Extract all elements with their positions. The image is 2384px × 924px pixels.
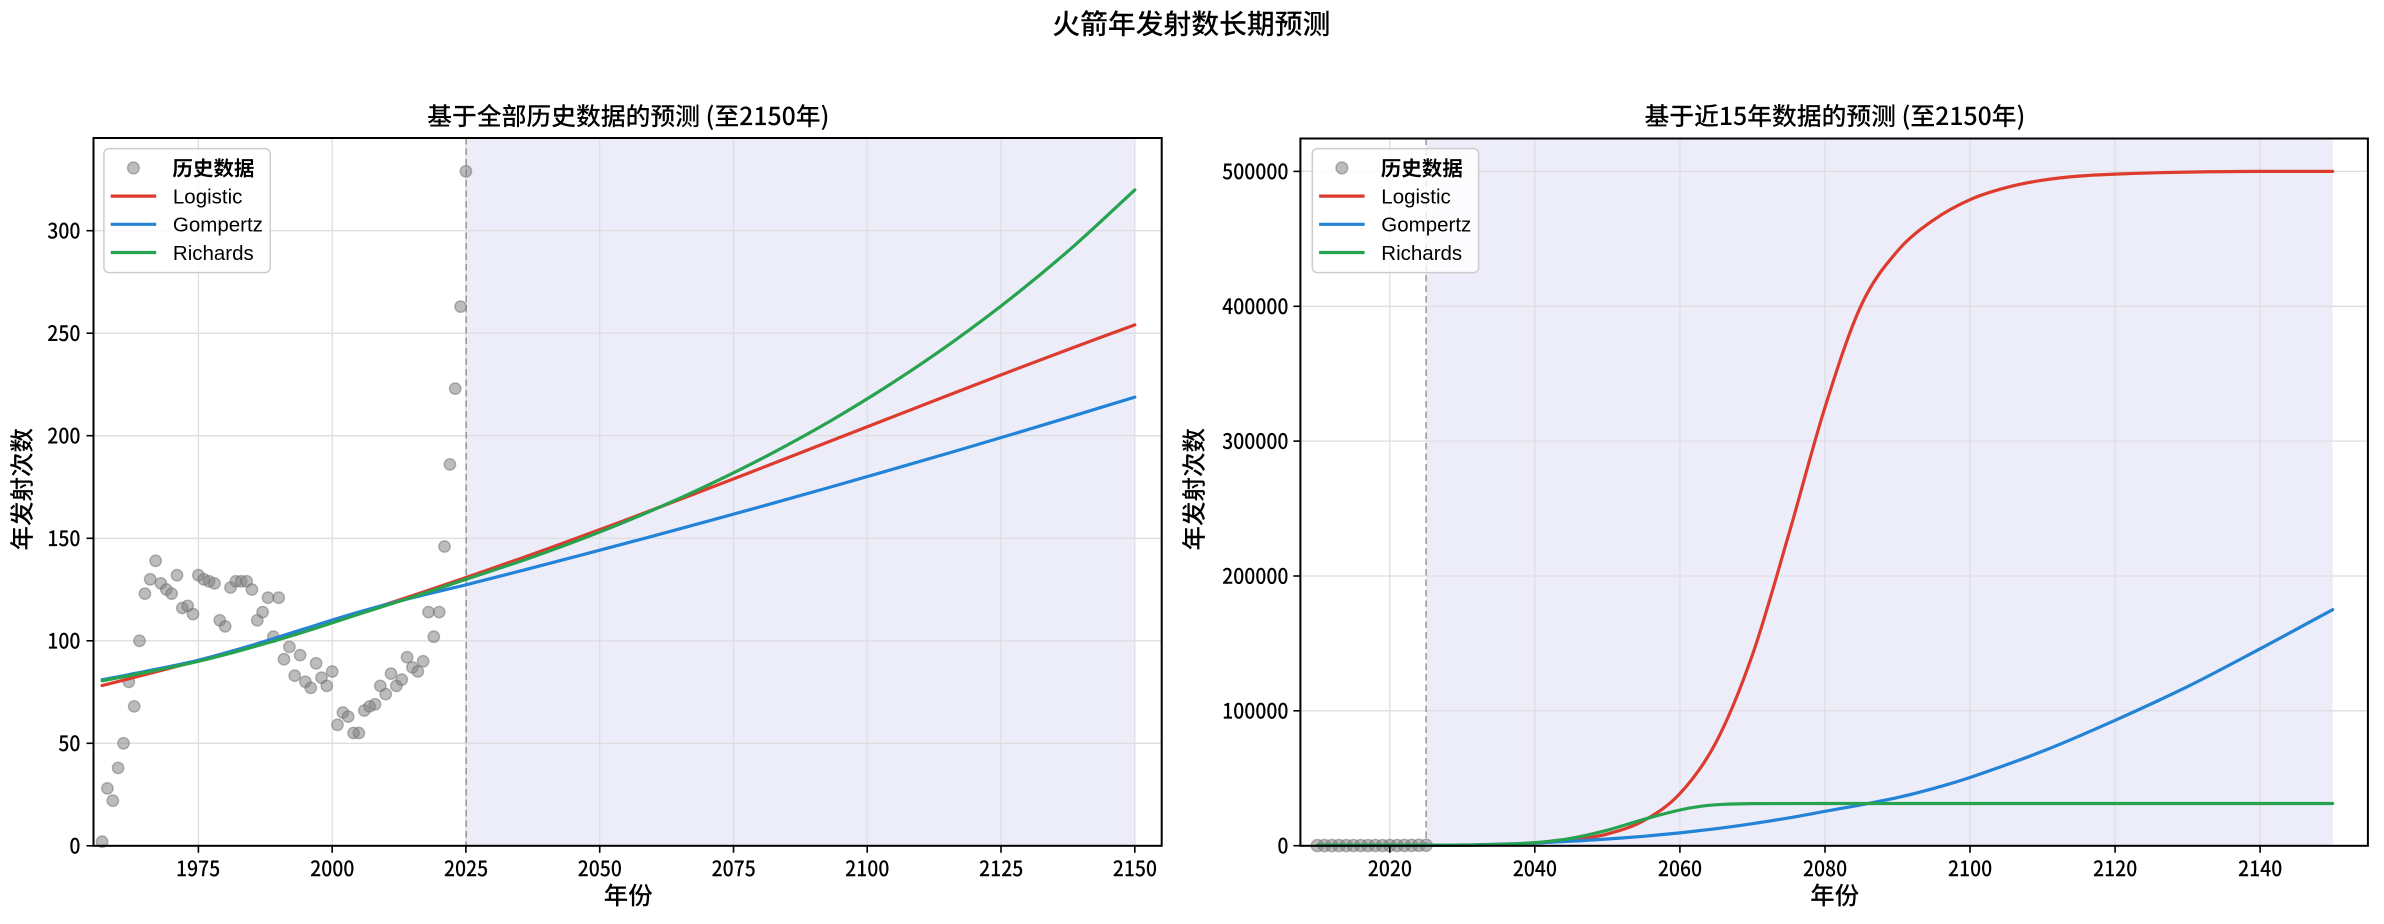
svg-text:Gompertz: Gompertz (173, 214, 263, 237)
svg-text:Richards: Richards (1381, 242, 1462, 265)
svg-text:Logistic: Logistic (1381, 185, 1451, 208)
svg-text:Gompertz: Gompertz (1381, 214, 1471, 237)
svg-text:Logistic: Logistic (173, 185, 243, 208)
svg-text:Richards: Richards (173, 242, 254, 265)
